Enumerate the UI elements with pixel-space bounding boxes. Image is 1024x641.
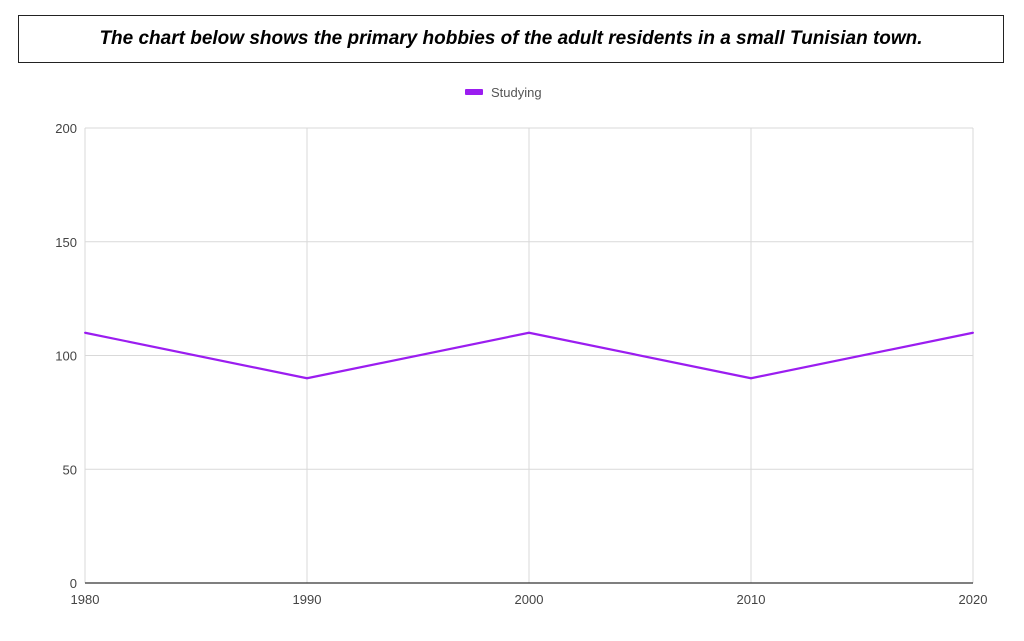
x-tick-label: 2020 [959,592,988,607]
y-tick-label: 0 [70,576,77,591]
data-point [528,331,530,334]
data-point [306,377,308,380]
x-tick-label: 2010 [737,592,766,607]
data-point [972,331,974,334]
y-tick-label: 200 [55,121,77,136]
chart-title-box: The chart below shows the primary hobbie… [18,15,1004,63]
x-tick-label: 1990 [293,592,322,607]
x-tick-label: 2000 [515,592,544,607]
y-tick-label: 150 [55,235,77,250]
chart-title: The chart below shows the primary hobbie… [99,28,923,49]
data-point [84,331,86,334]
y-tick-label: 100 [55,349,77,364]
legend-label: Studying [491,85,542,100]
legend-swatch [465,89,483,95]
data-point [750,377,752,380]
x-tick-label: 1980 [71,592,100,607]
y-tick-label: 50 [63,462,77,477]
